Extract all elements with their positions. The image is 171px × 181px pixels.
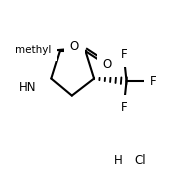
Text: F: F xyxy=(150,75,156,88)
Text: HN: HN xyxy=(19,81,36,94)
Text: O: O xyxy=(103,58,112,71)
Text: methyl: methyl xyxy=(15,45,51,55)
Text: O: O xyxy=(70,40,79,53)
Polygon shape xyxy=(65,46,86,52)
Text: F: F xyxy=(121,48,127,61)
Text: F: F xyxy=(121,101,127,114)
Text: H: H xyxy=(114,154,123,167)
Text: Cl: Cl xyxy=(134,154,146,167)
